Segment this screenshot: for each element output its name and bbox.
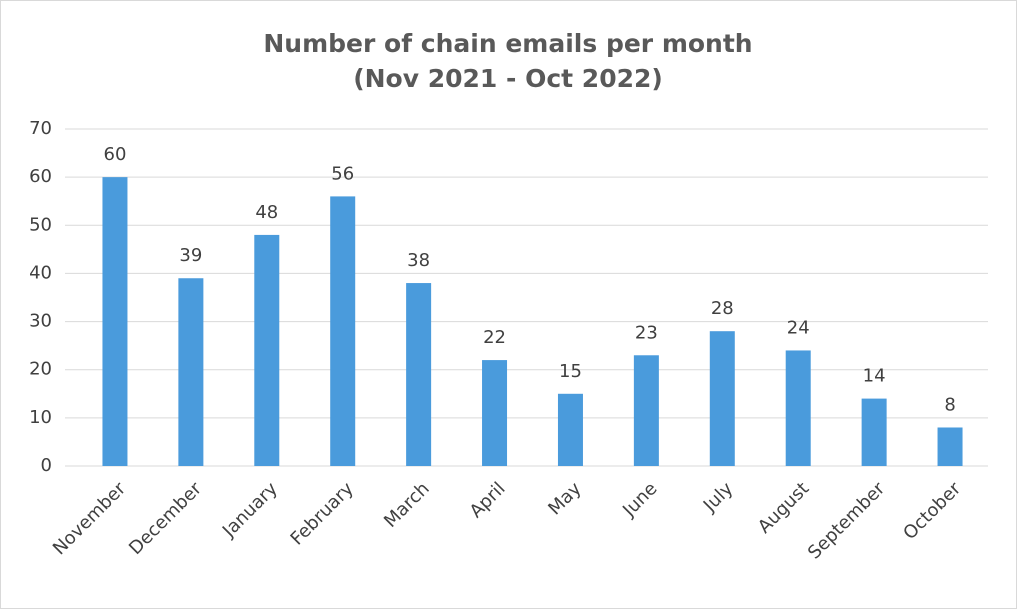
bar: [633, 355, 659, 466]
bar: [482, 360, 508, 466]
y-tick-label: 70: [29, 118, 52, 139]
data-label: 48: [255, 202, 278, 223]
data-label: 38: [407, 250, 430, 271]
y-tick-label: 0: [41, 455, 52, 476]
bar: [557, 393, 583, 466]
y-tick-label: 30: [29, 311, 52, 332]
data-label: 22: [483, 327, 506, 348]
y-tick-label: 40: [29, 262, 52, 283]
y-tick-label: 10: [29, 407, 52, 428]
data-label: 24: [787, 317, 810, 338]
bar: [330, 196, 356, 466]
y-tick-label: 60: [29, 166, 52, 187]
chart-title: (Nov 2021 - Oct 2022): [353, 64, 663, 93]
data-label: 15: [559, 361, 582, 382]
data-label: 23: [635, 322, 658, 343]
data-label: 39: [179, 245, 202, 266]
bar: [709, 331, 735, 466]
data-label: 14: [863, 366, 886, 387]
bar: [861, 398, 887, 466]
bar: [785, 350, 811, 466]
data-label: 60: [104, 144, 127, 165]
chart-title: Number of chain emails per month: [263, 29, 752, 58]
data-label: 8: [944, 394, 955, 415]
data-label: 56: [331, 163, 354, 184]
bar: [254, 234, 280, 466]
bar: [937, 427, 963, 466]
bar: [178, 278, 204, 466]
y-tick-label: 20: [29, 359, 52, 380]
data-label: 28: [711, 298, 734, 319]
y-tick-label: 50: [29, 214, 52, 235]
bar: [102, 177, 128, 466]
bar: [406, 283, 432, 466]
